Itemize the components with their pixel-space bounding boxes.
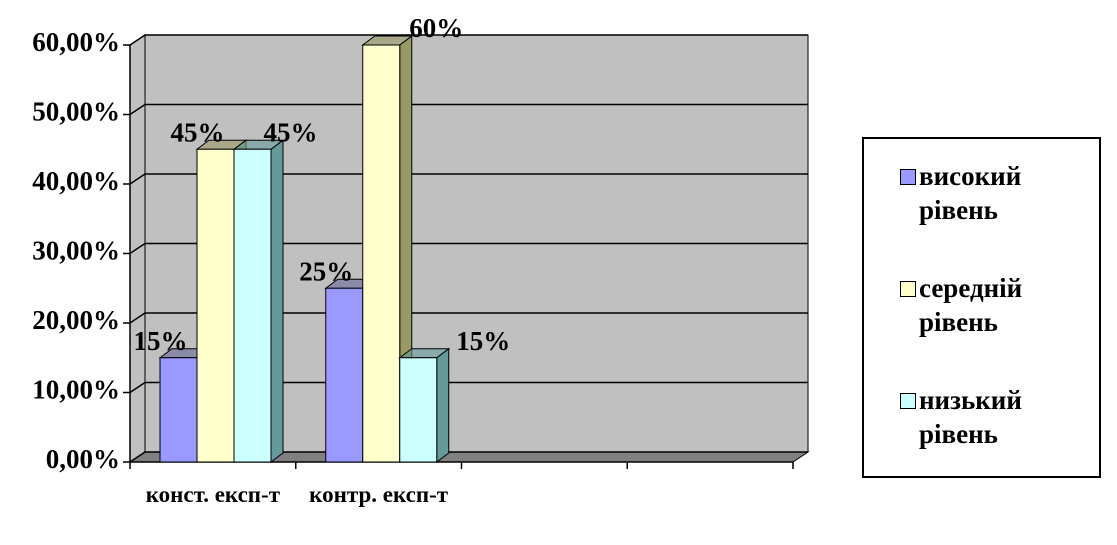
data-label: 25% [299,256,353,286]
bar-side [436,347,450,463]
bar [196,148,235,463]
data-label: 45% [264,117,318,147]
legend-swatch [900,393,916,409]
bar [233,148,272,463]
bar [362,44,401,463]
y-tick-label: 20,00% [32,305,120,335]
y-tick-label: 60,00% [32,27,120,57]
legend-swatch [900,169,916,185]
bar [159,357,198,463]
grid-line [129,103,808,116]
bar [399,357,438,463]
legend-label: низький рівень [919,385,1022,449]
y-tick-label: 30,00% [32,236,120,266]
legend-label: високий рівень [919,161,1022,225]
bar-side [270,139,284,463]
grid-line [129,242,808,255]
grid-line [129,34,808,46]
legend-item: високий рівень [900,159,1079,227]
y-tick-label: 50,00% [32,97,120,127]
data-label: 15% [456,326,510,356]
data-label: 45% [171,117,225,147]
grid-line [129,381,808,394]
y-tick-label: 0,00% [46,444,120,474]
x-tick-label: конст. експ-т [145,482,281,507]
grid-line [129,173,808,185]
x-tick-label: контр. експ-т [309,482,449,507]
legend-swatch [900,281,916,297]
legend-item: низький рівень [900,383,1079,451]
bar [325,287,364,463]
data-label: 15% [134,326,188,356]
grid-line [129,451,808,463]
legend-label: середній рівень [919,273,1023,337]
y-tick-label: 10,00% [32,375,120,405]
grid-line [129,312,808,324]
legend-item: середній рівень [900,271,1079,339]
y-tick-label: 40,00% [32,166,120,196]
data-label: 60% [409,13,463,43]
legend: високий рівень середній рівень низький рів… [862,137,1101,478]
